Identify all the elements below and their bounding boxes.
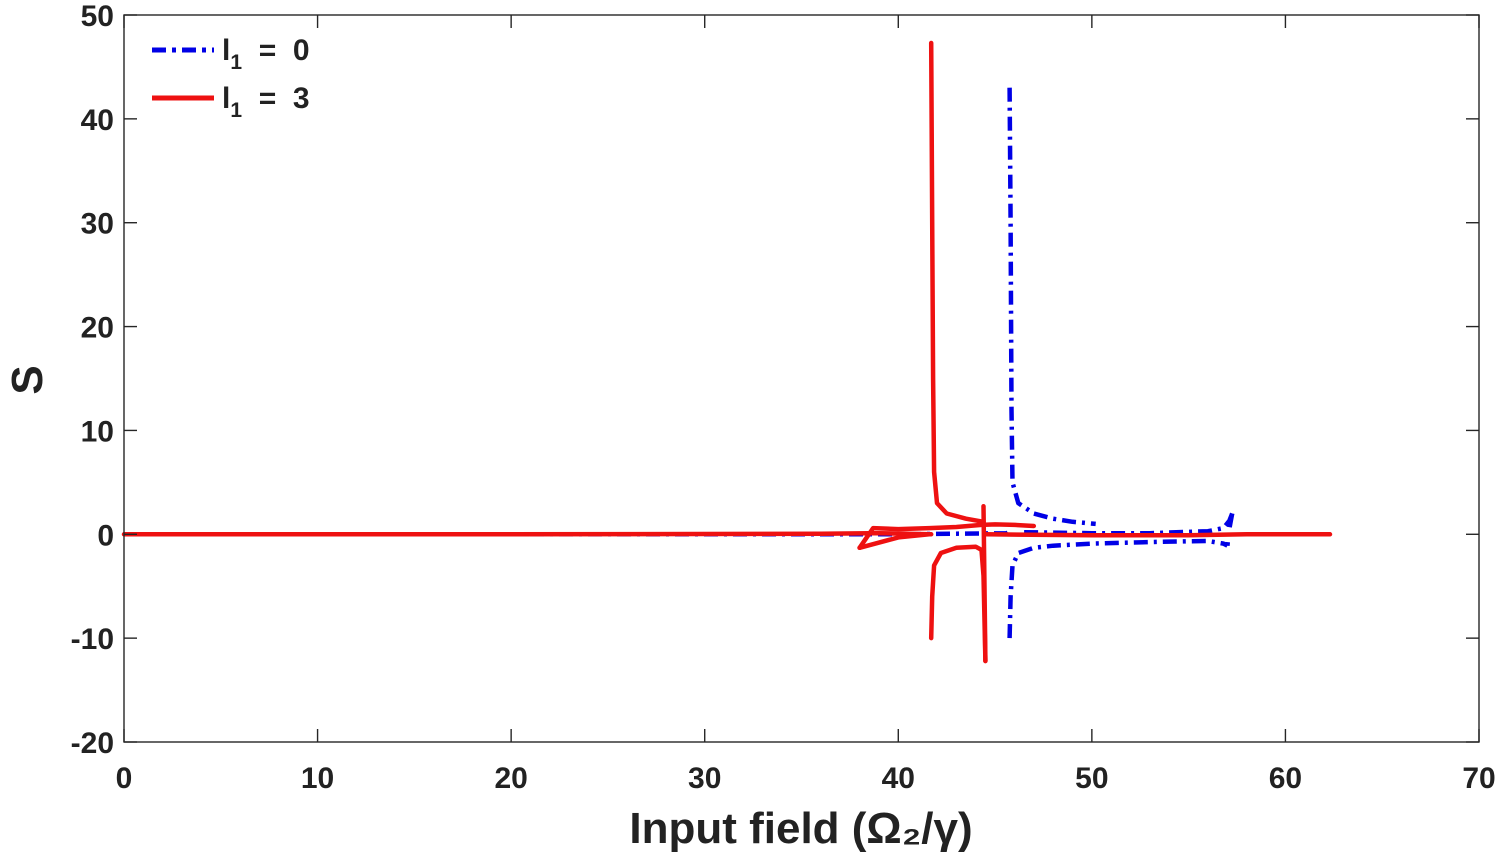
legend-label-l1-3: l1 = 3 xyxy=(222,82,310,122)
series-1-line-segment xyxy=(857,532,932,551)
series-0-line-segment xyxy=(1007,538,1229,639)
y-axis-ticks: -20 -10 0 10 20 30 40 50 xyxy=(71,0,1479,760)
x-tick-label: 40 xyxy=(882,762,915,795)
series-0-line-segment xyxy=(1007,87,1096,527)
series-1-line-segment xyxy=(983,532,1333,538)
x-tick-label: 20 xyxy=(494,762,527,795)
plot-area xyxy=(124,15,1479,742)
series-1-line-segment xyxy=(981,503,988,664)
series-layer xyxy=(121,40,1333,664)
y-tick-label: 40 xyxy=(81,104,114,137)
y-tick-label: 20 xyxy=(81,312,114,345)
x-tick-label: 30 xyxy=(688,762,721,795)
y-tick-label: 30 xyxy=(81,208,114,241)
x-tick-label: 70 xyxy=(1462,762,1495,795)
y-axis-label: S xyxy=(3,365,52,394)
y-tick-label: 0 xyxy=(97,519,114,552)
y-tick-label: 50 xyxy=(81,0,114,33)
plot-frame xyxy=(123,14,1480,743)
y-tick-label: -10 xyxy=(71,623,114,656)
series-1-line-segment xyxy=(928,40,986,525)
x-tick-label: 0 xyxy=(116,762,133,795)
y-tick-label: 10 xyxy=(81,415,114,448)
series-0-line-segment xyxy=(1225,513,1235,546)
legend-label-l1-0: l1 = 0 xyxy=(222,34,310,74)
series-1-line-segment xyxy=(121,530,934,537)
y-tick-label: -20 xyxy=(71,727,114,760)
x-tick-label: 10 xyxy=(301,762,334,795)
x-tick-label: 60 xyxy=(1269,762,1302,795)
x-axis-label: Input field (Ω₂/γ) xyxy=(629,804,972,853)
series-1-line-segment xyxy=(857,522,1037,551)
x-tick-label: 50 xyxy=(1075,762,1108,795)
x-axis-ticks: 0 10 20 30 40 50 60 70 xyxy=(116,15,1496,795)
legend: l1 = 0 l1 = 3 xyxy=(152,34,310,122)
series-1 xyxy=(121,40,1333,664)
